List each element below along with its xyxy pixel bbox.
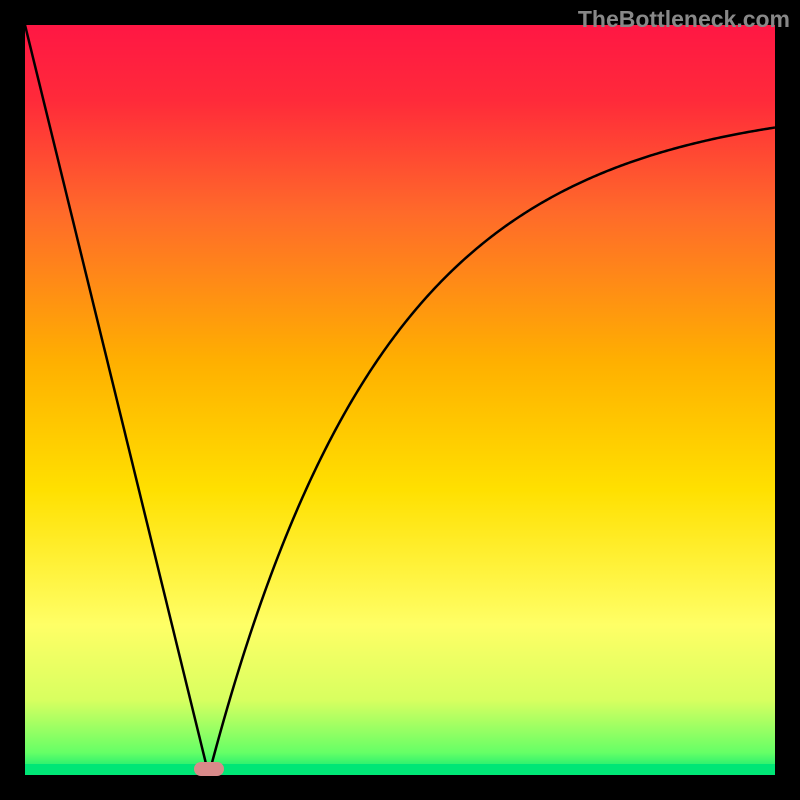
plot-area <box>25 25 775 775</box>
bottom-band <box>25 764 775 775</box>
watermark-text: TheBottleneck.com <box>578 6 790 33</box>
curve-svg <box>25 25 775 775</box>
chart-root: TheBottleneck.com <box>0 0 800 800</box>
bottleneck-curve <box>25 25 775 775</box>
optimum-marker <box>194 762 224 776</box>
